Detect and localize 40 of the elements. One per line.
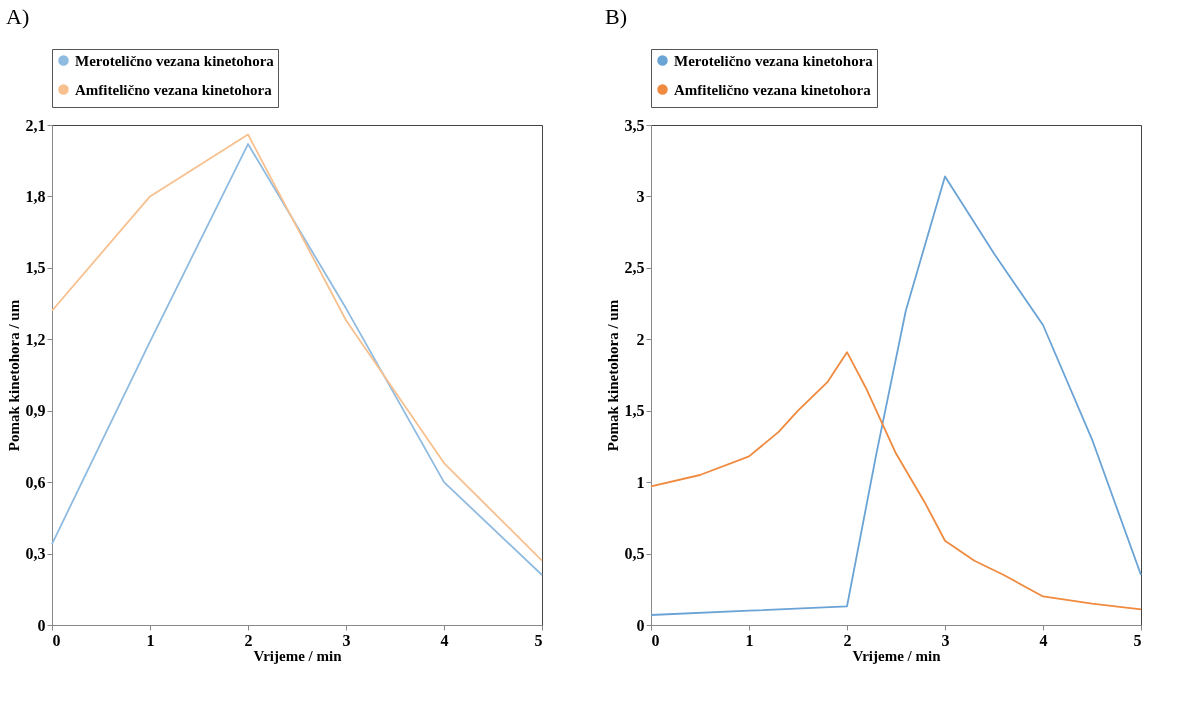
x-tick-label: 5 [1133, 631, 1142, 649]
x-tick-label: 4 [440, 631, 449, 649]
chart-title: B) [605, 3, 627, 29]
y-tick-label: 2 [636, 330, 645, 348]
y-tick-label: 1,8 [25, 187, 46, 205]
legend-label: Amfitelično vezana kinetohora [75, 81, 273, 98]
x-tick-label: 1 [745, 631, 754, 649]
y-tick-label: 0,3 [25, 545, 46, 563]
x-axis-title: Vrijeme / min [253, 647, 343, 664]
x-tick-label: 3 [342, 631, 351, 649]
y-tick-label: 0,9 [25, 402, 46, 420]
y-tick-label: 0,6 [25, 473, 46, 491]
y-tick-label: 0 [636, 616, 645, 634]
x-tick-label: 2 [244, 631, 253, 649]
legend-label: Amfitelično vezana kinetohora [674, 81, 872, 98]
legend-label: Merotelično vezana kinetohora [674, 52, 874, 69]
x-tick-label: 2 [843, 631, 852, 649]
x-tick-label: 5 [534, 631, 543, 649]
y-axis-title: Pomak kinetohora / um [5, 299, 22, 452]
chart-title: A) [6, 3, 30, 29]
x-axis-title: Vrijeme / min [852, 647, 942, 664]
y-tick-label: 1 [636, 473, 645, 491]
x-tick-label: 0 [52, 631, 61, 649]
y-tick-label: 1,5 [624, 402, 645, 420]
x-tick-label: 4 [1039, 631, 1048, 649]
line-series [650, 351, 1142, 611]
y-tick-label: 3 [636, 187, 645, 205]
y-tick-label: 3,5 [624, 116, 645, 134]
y-tick-label: 2,5 [624, 259, 645, 277]
y-axis-title: Pomak kinetohora / um [604, 299, 621, 452]
x-tick-label: 3 [941, 631, 950, 649]
x-tick-label: 0 [651, 631, 660, 649]
x-tick-label: 1 [146, 631, 155, 649]
y-tick-label: 1,2 [25, 330, 46, 348]
y-tick-label: 1,5 [25, 259, 46, 277]
legend-label: Merotelično vezana kinetohora [75, 52, 275, 69]
y-tick-label: 0 [37, 616, 46, 634]
line-series [650, 175, 1142, 616]
y-tick-label: 0,5 [624, 545, 645, 563]
y-tick-label: 2,1 [25, 116, 46, 134]
